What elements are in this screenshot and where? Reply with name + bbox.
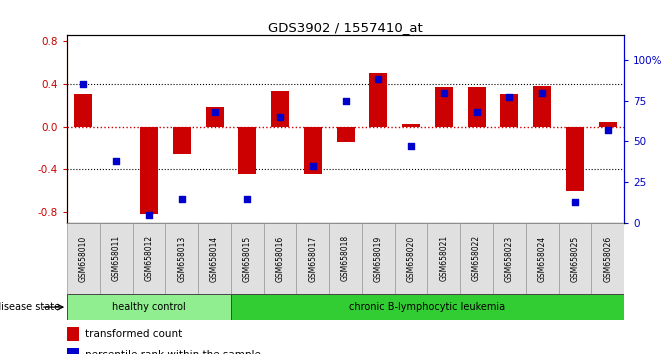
FancyBboxPatch shape bbox=[67, 223, 100, 294]
Bar bbox=[205, 107, 223, 126]
Point bbox=[209, 109, 220, 115]
Point bbox=[307, 163, 318, 169]
Text: GSM658017: GSM658017 bbox=[308, 235, 317, 281]
Text: GSM658024: GSM658024 bbox=[537, 235, 547, 281]
Bar bbox=[566, 126, 584, 191]
Bar bbox=[533, 86, 551, 126]
Bar bbox=[369, 73, 387, 126]
Text: GSM658021: GSM658021 bbox=[440, 235, 448, 281]
Bar bbox=[74, 95, 93, 126]
Text: GSM658019: GSM658019 bbox=[374, 235, 383, 281]
Text: GSM658022: GSM658022 bbox=[472, 235, 481, 281]
Text: GSM658025: GSM658025 bbox=[570, 235, 579, 281]
Point bbox=[242, 196, 253, 201]
Text: transformed count: transformed count bbox=[85, 329, 182, 339]
Point bbox=[438, 90, 449, 95]
Bar bbox=[67, 327, 79, 341]
FancyBboxPatch shape bbox=[558, 223, 591, 294]
FancyBboxPatch shape bbox=[362, 223, 395, 294]
FancyBboxPatch shape bbox=[100, 223, 133, 294]
Point bbox=[340, 98, 351, 103]
Bar bbox=[67, 348, 79, 354]
Point bbox=[537, 90, 548, 95]
Text: GSM658011: GSM658011 bbox=[112, 235, 121, 281]
FancyBboxPatch shape bbox=[395, 223, 427, 294]
Text: GSM658014: GSM658014 bbox=[210, 235, 219, 281]
Text: chronic B-lymphocytic leukemia: chronic B-lymphocytic leukemia bbox=[350, 302, 505, 312]
Point bbox=[471, 109, 482, 115]
Bar bbox=[435, 87, 453, 126]
Point bbox=[111, 158, 121, 164]
FancyBboxPatch shape bbox=[526, 223, 558, 294]
Point bbox=[373, 76, 384, 82]
FancyBboxPatch shape bbox=[297, 223, 329, 294]
Bar bbox=[402, 124, 420, 126]
Point bbox=[504, 95, 515, 100]
Point bbox=[603, 127, 613, 133]
FancyBboxPatch shape bbox=[493, 223, 526, 294]
Text: GSM658018: GSM658018 bbox=[341, 235, 350, 281]
Bar bbox=[468, 87, 486, 126]
Text: GSM658023: GSM658023 bbox=[505, 235, 514, 281]
Text: healthy control: healthy control bbox=[112, 302, 186, 312]
Title: GDS3902 / 1557410_at: GDS3902 / 1557410_at bbox=[268, 21, 423, 34]
FancyBboxPatch shape bbox=[165, 223, 198, 294]
Point bbox=[570, 199, 580, 205]
Bar bbox=[140, 126, 158, 215]
FancyBboxPatch shape bbox=[460, 223, 493, 294]
Text: GSM658012: GSM658012 bbox=[144, 235, 154, 281]
Point bbox=[274, 114, 285, 120]
Point bbox=[78, 81, 89, 87]
Bar bbox=[271, 91, 289, 126]
Bar bbox=[172, 126, 191, 154]
FancyBboxPatch shape bbox=[231, 294, 624, 320]
Text: GSM658016: GSM658016 bbox=[276, 235, 285, 281]
Bar bbox=[337, 126, 354, 142]
Text: GSM658015: GSM658015 bbox=[243, 235, 252, 281]
Bar bbox=[304, 126, 322, 174]
Text: GSM658013: GSM658013 bbox=[177, 235, 187, 281]
Bar bbox=[599, 122, 617, 126]
FancyBboxPatch shape bbox=[329, 223, 362, 294]
Point bbox=[406, 143, 417, 149]
FancyBboxPatch shape bbox=[231, 223, 264, 294]
Text: GSM658026: GSM658026 bbox=[603, 235, 612, 281]
Point bbox=[144, 212, 154, 218]
FancyBboxPatch shape bbox=[133, 223, 165, 294]
Point bbox=[176, 196, 187, 201]
Bar bbox=[238, 126, 256, 174]
FancyBboxPatch shape bbox=[67, 294, 231, 320]
FancyBboxPatch shape bbox=[427, 223, 460, 294]
FancyBboxPatch shape bbox=[264, 223, 297, 294]
Bar bbox=[501, 95, 519, 126]
Text: disease state: disease state bbox=[0, 302, 60, 312]
FancyBboxPatch shape bbox=[198, 223, 231, 294]
Text: percentile rank within the sample: percentile rank within the sample bbox=[85, 350, 261, 354]
FancyBboxPatch shape bbox=[591, 223, 624, 294]
Text: GSM658010: GSM658010 bbox=[79, 235, 88, 281]
Text: GSM658020: GSM658020 bbox=[407, 235, 415, 281]
